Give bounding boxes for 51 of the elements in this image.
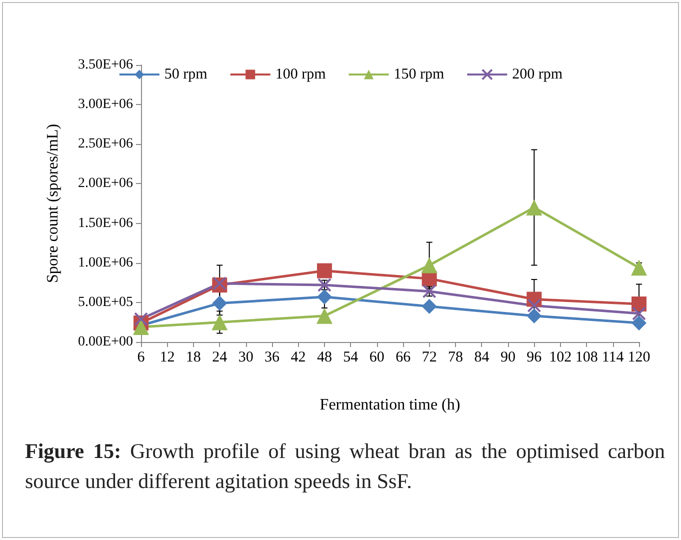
x-tick-label: 60 xyxy=(369,350,384,366)
x-tick-label: 102 xyxy=(549,350,572,366)
point xyxy=(212,314,228,330)
point xyxy=(527,298,542,313)
point xyxy=(317,278,332,292)
point xyxy=(526,308,542,324)
x-tick-label: 42 xyxy=(290,350,306,366)
point xyxy=(421,257,438,274)
legend-label: 150 rpm xyxy=(394,66,444,82)
y-tick-label: 0.00E+00 xyxy=(78,334,133,350)
point xyxy=(316,263,332,278)
point xyxy=(526,199,542,216)
x-tick-label: 96 xyxy=(526,350,542,366)
point xyxy=(422,298,437,314)
point xyxy=(134,312,148,326)
x-tick-label: 18 xyxy=(186,350,201,366)
y-tick-label: 2.50E+06 xyxy=(78,136,133,152)
y-tick-label: 5.00E+05 xyxy=(78,294,133,310)
x-tick-label: 90 xyxy=(500,350,516,366)
y-axis-title: Spore count (spores/mL) xyxy=(44,124,62,284)
y-tick-label: 2.00E+06 xyxy=(78,176,133,192)
y-tick-label: 1.50E+06 xyxy=(78,216,133,231)
y-tick-label: 3.50E+06 xyxy=(78,58,133,72)
point xyxy=(632,306,646,321)
x-tick-label: 66 xyxy=(396,350,412,366)
x-tick-label: 24 xyxy=(212,350,228,366)
x-tick-label: 6 xyxy=(137,350,146,366)
legend-label: 200 rpm xyxy=(512,66,563,82)
point xyxy=(316,308,332,324)
point xyxy=(632,316,646,331)
y-tick-label: 1.00E+06 xyxy=(78,255,133,270)
x-tick-label: 30 xyxy=(238,350,254,366)
legend-label: 50 rpm xyxy=(164,66,208,82)
x-tick-label: 78 xyxy=(448,350,464,366)
x-axis-title: Fermentation time (h) xyxy=(320,396,460,414)
x-tick-label: 84 xyxy=(474,350,490,366)
y-tick-label: 3.00E+06 xyxy=(78,97,133,112)
point xyxy=(632,296,646,312)
legend-label: 100 rpm xyxy=(275,66,326,82)
x-tick-label: 108 xyxy=(575,350,598,366)
x-tick-label: 120 xyxy=(628,350,650,366)
x-tick-label: 48 xyxy=(316,350,332,366)
x-tick-label: 54 xyxy=(343,350,359,366)
caption: Figure 15: Growth profile of using wheat bran as the optimised carbon source under different agitation speeds in SsF. xyxy=(25,438,665,495)
point xyxy=(316,289,332,304)
x-tick-label: 36 xyxy=(264,350,280,366)
x-tick-label: 12 xyxy=(160,350,175,366)
point xyxy=(212,296,228,311)
point xyxy=(631,260,647,276)
x-tick-label: 114 xyxy=(602,350,624,366)
x-tick-label: 72 xyxy=(422,350,437,366)
